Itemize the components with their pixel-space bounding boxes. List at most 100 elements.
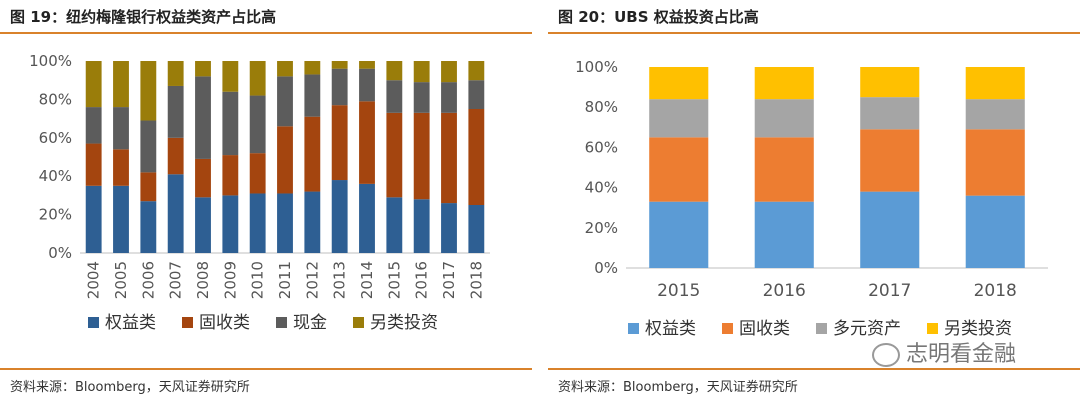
bar-segment	[965, 129, 1025, 196]
x-tick-label: 2004	[85, 261, 103, 299]
bar-segment	[359, 183, 375, 253]
bar-segment	[195, 158, 211, 198]
right-top-rule	[548, 32, 1080, 34]
x-tick-label: 2012	[303, 261, 321, 299]
x-tick-label: 2007	[167, 261, 185, 299]
bar-segment	[359, 61, 375, 69]
left-bottom-rule	[0, 368, 532, 370]
bar-segment	[331, 61, 348, 69]
x-tick-label: 2005	[112, 261, 130, 299]
bar-segment	[304, 61, 321, 75]
bar-segment	[754, 137, 814, 202]
bar-segment	[85, 185, 102, 253]
bar-segment	[468, 205, 485, 253]
right-figure-panel: 图 20：UBS 权益投资占比高 0% 20% 40% 60% 80% 100% 2015 2…	[548, 0, 1080, 400]
legend-swatch	[88, 317, 99, 328]
bar-segment	[468, 109, 485, 205]
x-tick-label: 2015	[657, 281, 700, 301]
bar-segment	[249, 61, 266, 96]
bar-segment	[649, 99, 709, 138]
bar-segment	[249, 95, 266, 154]
bar-segment	[195, 76, 211, 159]
y-tick-label: 40%	[585, 179, 618, 197]
bar-segment	[222, 195, 239, 253]
bar-segment	[140, 120, 157, 173]
x-tick-label: 2008	[194, 261, 212, 299]
bar-segment	[413, 82, 430, 113]
bar-segment	[413, 61, 430, 83]
left-stacked-bar-chart: 0% 20% 40% 60% 80% 100% 2004 2005 2006 2007 2008 20…	[29, 52, 490, 333]
bar-segment	[331, 68, 348, 106]
legend-swatch	[816, 323, 827, 334]
bar-segment	[85, 61, 102, 108]
y-tick-label: 40%	[39, 167, 72, 185]
y-tick-label: 20%	[39, 206, 72, 224]
bar-segment	[249, 153, 266, 194]
bar-segment	[113, 61, 129, 108]
legend-label: 另类投资	[944, 319, 1012, 339]
bar-segment	[140, 61, 157, 121]
x-tick-label: 2018	[467, 261, 485, 299]
bar-segment	[331, 105, 348, 181]
bar-segment	[277, 193, 293, 253]
bar-segment	[860, 191, 920, 268]
bar-segment	[649, 201, 709, 268]
bar-segment	[754, 99, 814, 138]
x-tick-label: 2017	[440, 261, 458, 299]
right-source-note: 资料来源：Bloomberg，天风证券研究所	[558, 380, 798, 395]
legend-label: 固收类	[739, 319, 790, 339]
y-tick-label: 20%	[585, 219, 618, 237]
bar-segment	[649, 67, 709, 100]
bar-segment	[359, 101, 375, 184]
y-tick-label: 60%	[39, 129, 72, 147]
bar-segment	[167, 85, 184, 138]
bar-segment	[140, 201, 157, 253]
bar-segment	[386, 197, 403, 253]
y-tick-label: 0%	[594, 259, 618, 277]
bar-segment	[413, 199, 430, 253]
watermark-text: 志明看金融	[906, 342, 1017, 367]
bar-segment	[195, 197, 211, 253]
right-bottom-rule	[548, 368, 1080, 370]
bar-segment	[222, 91, 239, 156]
legend-label: 多元资产	[833, 319, 901, 339]
y-tick-label: 60%	[585, 138, 618, 156]
x-tick-label: 2006	[139, 261, 157, 299]
bar-segment	[85, 143, 102, 186]
y-tick-label: 100%	[29, 52, 72, 70]
bar-segment	[649, 137, 709, 202]
legend-label: 权益类	[105, 313, 156, 333]
legend-swatch	[927, 323, 938, 334]
bar-segment	[441, 112, 457, 204]
left-figure-title: 图 19：纽约梅隆银行权益类资产占比高	[10, 8, 277, 26]
y-tick-label: 80%	[585, 98, 618, 116]
bar-segment	[754, 201, 814, 268]
x-tick-label: 2016	[413, 261, 431, 299]
bar-segment	[140, 172, 157, 202]
x-tick-label: 2017	[868, 281, 911, 301]
bar-segment	[860, 67, 920, 98]
left-figure-panel: 图 19：纽约梅隆银行权益类资产占比高 0% 20% 40% 60% 80% 100% 20…	[0, 0, 532, 400]
bar-segment	[386, 61, 403, 81]
x-tick-label: 2010	[249, 261, 267, 299]
bar-segment	[965, 99, 1025, 130]
bar-segment	[195, 61, 211, 77]
bar-segment	[468, 61, 485, 81]
legend-label: 现金	[293, 313, 327, 333]
x-tick-label: 2011	[276, 261, 294, 299]
x-tick-label: 2013	[331, 261, 349, 299]
bar-segment	[386, 112, 403, 198]
bar-segment	[113, 149, 129, 186]
bar-segment	[277, 61, 293, 77]
bar-segment	[468, 80, 485, 109]
legend-swatch	[628, 323, 639, 334]
left-top-rule	[0, 32, 532, 34]
legend-swatch	[353, 317, 364, 328]
bar-segment	[222, 61, 239, 92]
legend-swatch	[182, 317, 193, 328]
x-tick-label: 2018	[974, 281, 1017, 301]
bar-segment	[413, 112, 430, 200]
bar-segment	[277, 76, 293, 127]
legend-label: 固收类	[199, 313, 250, 333]
bar-segment	[113, 107, 129, 150]
